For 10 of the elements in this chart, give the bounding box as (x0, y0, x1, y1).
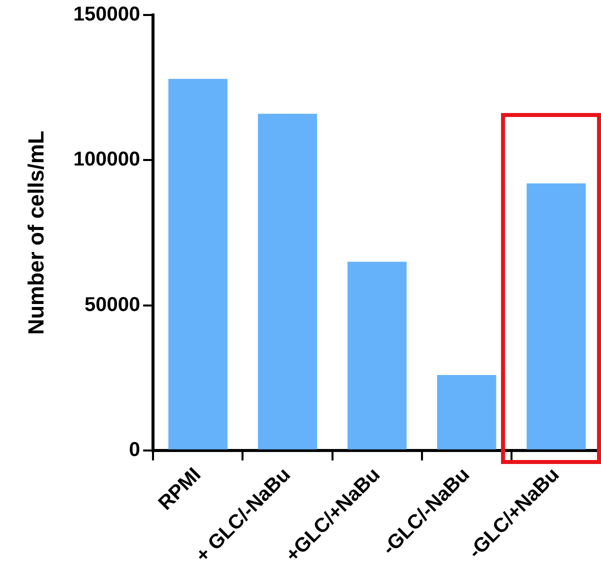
bar (526, 183, 586, 450)
y-tick-label: 50000 (84, 294, 140, 316)
y-axis-title: Number of cells/mL (23, 130, 48, 335)
bar (168, 78, 228, 450)
y-tick-label: 0 (129, 438, 140, 461)
bar (258, 114, 318, 450)
bar (348, 262, 407, 450)
y-tick-label: 150000 (73, 4, 140, 26)
y-tick-label: 100000 (73, 148, 140, 171)
bar (437, 374, 496, 450)
